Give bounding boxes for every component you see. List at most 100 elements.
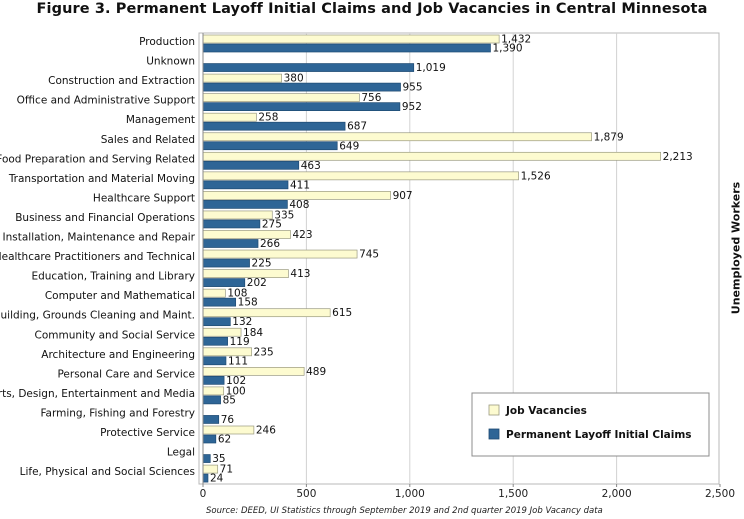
value-label-job-vacancies-business-and-financial-operations: 335 [274,209,294,221]
bar-layoff-claims-unknown [202,63,415,72]
category-label-management: Management [126,114,195,126]
bar-layoff-claims-installation-maintenance-and-repair [202,239,259,248]
value-label-layoff-claims-life-physical-and-social-sciences: 24 [210,473,224,485]
bar-job-vacancies-sales-and-related [202,132,592,142]
value-label-layoff-claims-legal: 35 [212,453,225,465]
value-label-job-vacancies-food-preparation-and-serving-related: 2,213 [663,151,693,163]
bar-layoff-claims-arts-design-entertainment-and-media [202,395,221,405]
value-label-layoff-claims-personal-care-and-service: 102 [226,375,246,387]
value-label-job-vacancies-protective-service: 246 [256,425,276,437]
value-label-job-vacancies-computer-and-mathematical: 108 [227,288,247,300]
value-label-layoff-claims-protective-service: 62 [218,434,231,446]
category-label-food-preparation-and-serving-related: Food Preparation and Serving Related [0,153,195,165]
category-label-unknown: Unknown [146,56,195,68]
value-label-layoff-claims-business-and-financial-operations: 275 [262,218,282,230]
bar-layoff-claims-legal [202,454,211,463]
category-label-building-grounds-cleaning-and-maint: Building, Grounds Cleaning and Maint. [0,310,195,322]
bar-job-vacancies-office-and-administrative-support [202,93,360,103]
value-label-job-vacancies-management: 258 [258,112,278,124]
value-label-layoff-claims-farming-fishing-and-forestry: 76 [221,414,235,426]
bar-layoff-claims-building-grounds-cleaning-and-maint [202,317,231,327]
bar-job-vacancies-healthcare-practitioners-and-technical [202,249,358,259]
category-label-education-training-and-library: Education, Training and Library [31,271,195,283]
category-label-office-and-administrative-support: Office and Administrative Support [17,95,195,107]
x-tick-label-2000: 2,000 [602,488,632,500]
category-label-personal-care-and-service: Personal Care and Service [57,368,195,380]
legend-swatch-layoff-claims [488,428,500,440]
value-label-job-vacancies-production: 1,432 [501,34,531,46]
value-label-layoff-claims-building-grounds-cleaning-and-maint: 132 [232,316,252,328]
value-label-layoff-claims-community-and-social-service: 119 [230,336,250,348]
bar-layoff-claims-production [202,43,491,53]
value-label-job-vacancies-life-physical-and-social-sciences: 71 [220,464,233,476]
category-label-healthcare-practitioners-and-technical: Healthcare Practitioners and Technical [0,251,195,263]
value-label-job-vacancies-transportation-and-material-moving: 1,526 [521,170,551,182]
bar-layoff-claims-management [202,121,346,131]
bar-layoff-claims-sales-and-related [202,141,338,151]
source-note: Source: DEED, UI Statistics through Sept… [206,506,603,516]
category-label-community-and-social-service: Community and Social Service [35,329,195,341]
legend-swatch-job-vacancies [488,404,500,416]
x-tick-label-1500: 1,500 [498,488,528,500]
category-label-sales-and-related: Sales and Related [101,134,195,146]
chart-title: Figure 3. Permanent Layoff Initial Claim… [36,1,708,17]
value-label-job-vacancies-arts-design-entertainment-and-media: 100 [226,385,246,397]
value-label-job-vacancies-building-grounds-cleaning-and-maint: 615 [332,307,352,319]
value-label-job-vacancies-office-and-administrative-support: 756 [361,92,381,104]
category-label-legal: Legal [167,447,195,459]
bar-layoff-claims-office-and-administrative-support [202,102,401,112]
bar-layoff-claims-community-and-social-service [202,336,228,346]
bar-layoff-claims-education-training-and-library [202,278,246,287]
value-label-layoff-claims-transportation-and-material-moving: 411 [290,179,310,191]
bar-job-vacancies-management [202,112,257,122]
bar-layoff-claims-healthcare-practitioners-and-technical [202,258,250,268]
value-label-layoff-claims-sales-and-related: 649 [339,140,359,152]
category-label-farming-fishing-and-forestry: Farming, Fishing and Forestry [40,407,195,419]
bar-layoff-claims-computer-and-mathematical [202,297,237,307]
value-label-layoff-claims-architecture-and-engineering: 111 [228,355,248,367]
bar-job-vacancies-construction-and-extraction [202,73,282,83]
value-label-layoff-claims-computer-and-mathematical: 158 [238,297,258,309]
category-label-arts-design-entertainment-and-media: Arts, Design, Entertainment and Media [0,388,195,400]
category-label-installation-maintenance-and-repair: Installation, Maintenance and Repair [3,232,196,244]
value-label-layoff-claims-construction-and-extraction: 955 [402,82,422,94]
x-tick-label-1000: 1,000 [395,488,425,500]
bar-layoff-claims-food-preparation-and-serving-related [202,160,300,170]
bar-job-vacancies-education-training-and-library [202,269,289,278]
category-label-construction-and-extraction: Construction and Extraction [48,75,195,87]
value-label-layoff-claims-unknown: 1,019 [416,62,446,74]
bar-job-vacancies-personal-care-and-service [202,367,305,376]
category-label-production: Production [139,36,195,48]
category-label-transportation-and-material-moving: Transportation and Material Moving [8,173,195,185]
category-label-protective-service: Protective Service [100,427,195,439]
value-label-job-vacancies-community-and-social-service: 184 [243,327,263,339]
x-tick-label-500: 500 [296,488,316,500]
bar-layoff-claims-farming-fishing-and-forestry [202,415,220,424]
value-label-layoff-claims-healthcare-support: 408 [289,199,309,211]
value-label-layoff-claims-healthcare-practitioners-and-technical: 225 [252,258,272,270]
bar-job-vacancies-transportation-and-material-moving [202,171,519,181]
x-tick-label-0: 0 [200,488,207,500]
value-label-job-vacancies-installation-maintenance-and-repair: 423 [292,229,312,241]
value-label-layoff-claims-education-training-and-library: 202 [247,277,267,289]
value-label-layoff-claims-installation-maintenance-and-repair: 266 [260,238,280,250]
value-label-job-vacancies-construction-and-extraction: 380 [284,73,304,85]
value-label-job-vacancies-personal-care-and-service: 489 [306,366,326,378]
value-label-job-vacancies-education-training-and-library: 413 [290,268,310,280]
bar-layoff-claims-personal-care-and-service [202,376,225,385]
legend-label-job-vacancies: Job Vacancies [505,405,587,417]
legend: Job Vacancies Permanent Layoff Initial C… [471,392,710,457]
bar-layoff-claims-life-physical-and-social-sciences [202,473,209,483]
value-label-layoff-claims-arts-design-entertainment-and-media: 85 [223,394,236,406]
category-labels: Production Unknown Construction and Extrac… [0,36,196,478]
legend-box [471,392,710,457]
bar-layoff-claims-architecture-and-engineering [202,356,227,366]
bar-job-vacancies-computer-and-mathematical [202,288,226,298]
value-label-layoff-claims-food-preparation-and-serving-related: 463 [301,160,321,172]
bar-job-vacancies-production [202,34,500,44]
category-label-business-and-financial-operations: Business and Financial Operations [15,212,195,224]
bar-layoff-claims-healthcare-support [202,200,288,209]
value-label-job-vacancies-healthcare-practitioners-and-technical: 745 [359,249,379,261]
